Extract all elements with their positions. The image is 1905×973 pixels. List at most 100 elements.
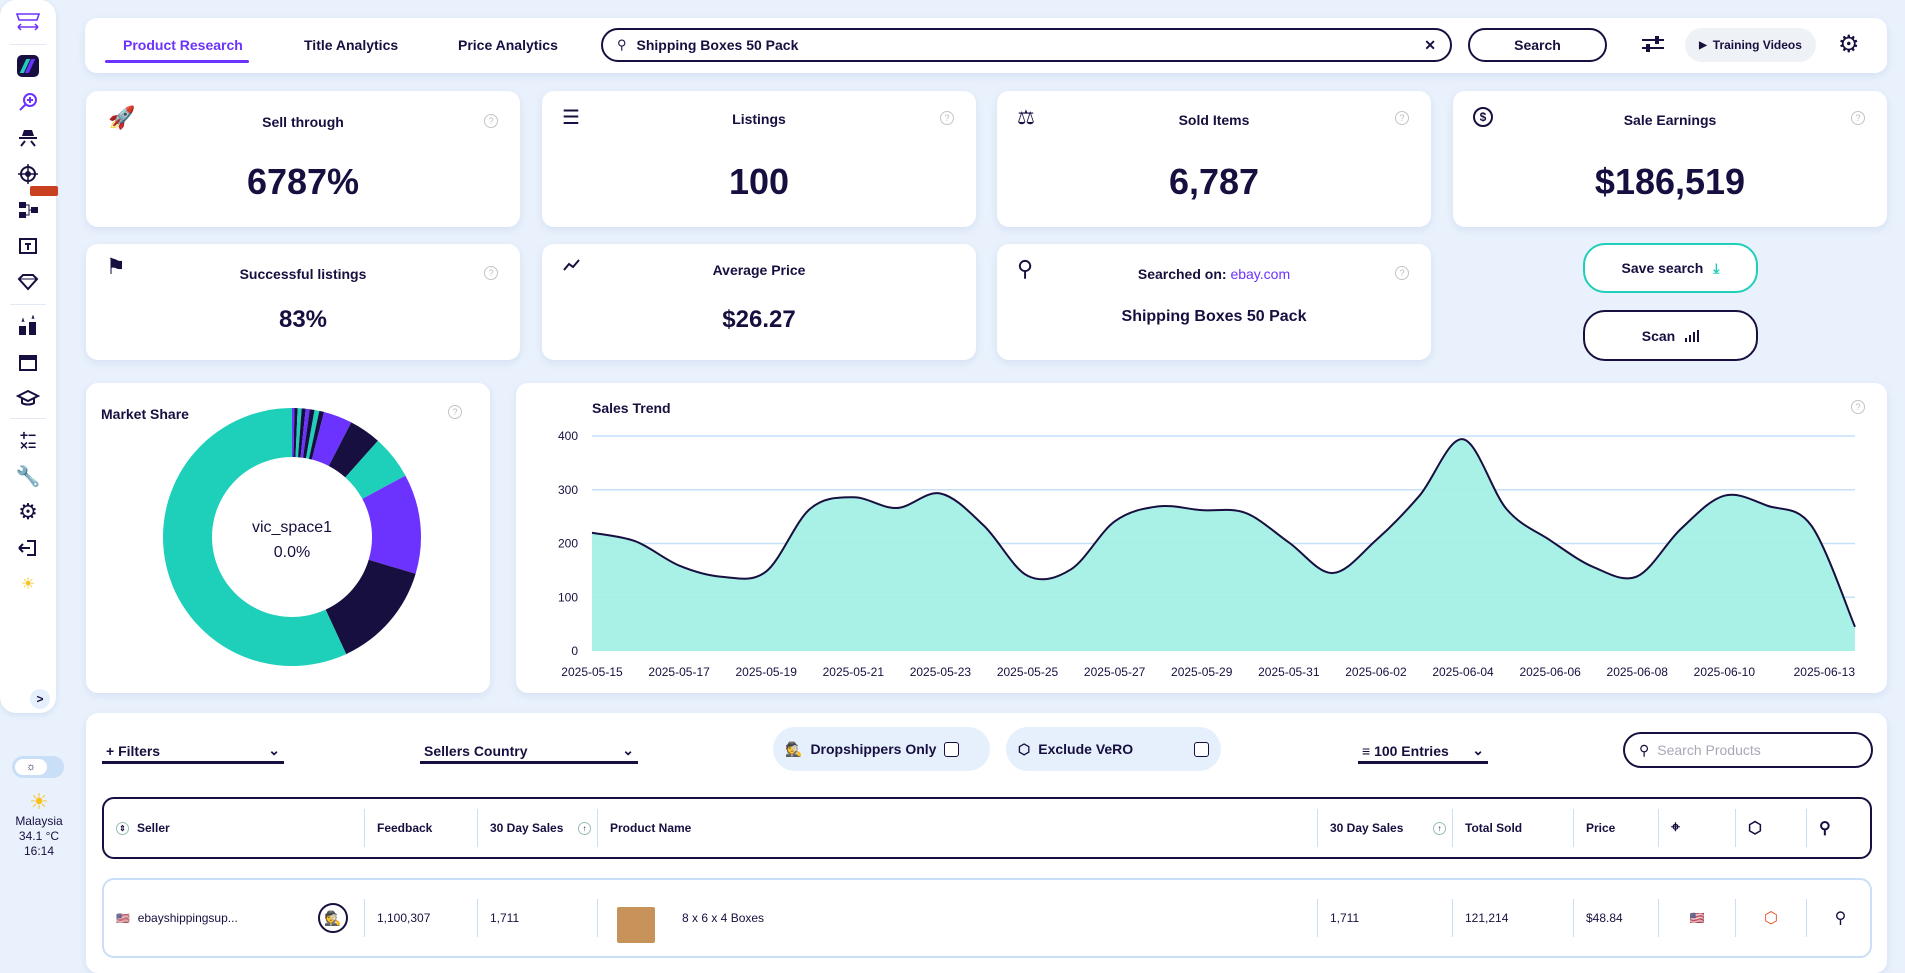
- donut-slice[interactable]: [295, 408, 302, 458]
- data-point[interactable]: [1417, 494, 1421, 498]
- data-point[interactable]: [982, 524, 986, 528]
- data-point[interactable]: [1461, 437, 1465, 441]
- donut-slice[interactable]: [300, 408, 310, 458]
- data-point[interactable]: [1287, 540, 1291, 544]
- help-icon[interactable]: ?: [1395, 111, 1409, 125]
- dropshippers-checkbox[interactable]: [944, 741, 960, 757]
- data-point[interactable]: [808, 507, 812, 511]
- filters-dropdown[interactable]: + Filters ⌄: [102, 740, 284, 764]
- diamond-icon[interactable]: [0, 268, 56, 296]
- col-feedback[interactable]: Feedback: [364, 809, 477, 847]
- help-icon[interactable]: ?: [1851, 400, 1865, 414]
- tools-icon[interactable]: 🔧: [15, 465, 41, 488]
- search-input[interactable]: Shipping Boxes 50 Pack: [636, 37, 799, 53]
- data-point[interactable]: [1113, 519, 1117, 523]
- settings-gear-icon[interactable]: ⚙: [1838, 31, 1860, 58]
- package-icon[interactable]: ⬡: [1735, 899, 1806, 937]
- exclude-vero-toggle[interactable]: ⬡ Exclude VeRO: [1006, 727, 1221, 771]
- table-row[interactable]: 🇺🇸 ebayshippingsup... 🕵 1,100,307 1,711 8 …: [102, 878, 1872, 958]
- save-search-button[interactable]: Save search ⤓: [1583, 243, 1758, 293]
- data-point[interactable]: [1722, 494, 1726, 498]
- data-point[interactable]: [1809, 524, 1813, 528]
- donut-slice[interactable]: [311, 412, 352, 466]
- exclude-vero-checkbox[interactable]: [1194, 741, 1209, 757]
- clear-search-icon[interactable]: ✕: [1424, 36, 1436, 53]
- searched-on-site-link[interactable]: ebay.com: [1230, 266, 1291, 282]
- donut-slice[interactable]: [325, 559, 416, 655]
- sort-icon[interactable]: ⇕: [116, 821, 129, 835]
- donut-slice[interactable]: [328, 422, 378, 478]
- seller-name-link[interactable]: ebayshippingsup...: [137, 911, 238, 925]
- data-point[interactable]: [634, 539, 638, 543]
- col-30-day-sales[interactable]: 30 Day Sales ↑: [477, 809, 597, 847]
- donut-slice[interactable]: [292, 408, 295, 458]
- archive-icon[interactable]: [0, 348, 56, 376]
- donut-slice[interactable]: [345, 440, 406, 499]
- data-point[interactable]: [590, 531, 594, 535]
- academy-icon[interactable]: [0, 384, 56, 412]
- donut-slice[interactable]: [298, 408, 306, 458]
- col-product-name[interactable]: Product Name: [597, 809, 1317, 847]
- product-thumbnail[interactable]: [610, 892, 662, 944]
- data-point[interactable]: [1766, 504, 1770, 508]
- sellers-country-dropdown[interactable]: Sellers Country ⌄: [420, 740, 638, 764]
- sun-theme-icon[interactable]: ☀: [20, 576, 36, 593]
- calculator-icon[interactable]: +− ×=: [19, 427, 37, 453]
- donut-slice[interactable]: [306, 409, 320, 459]
- data-point[interactable]: [1156, 504, 1160, 508]
- settings-icon[interactable]: ⚙: [18, 499, 38, 524]
- category-tree-icon[interactable]: [0, 196, 56, 224]
- zoom-in-icon[interactable]: ⚲: [1806, 899, 1874, 937]
- data-point[interactable]: [1069, 567, 1073, 571]
- data-point[interactable]: [1200, 508, 1204, 512]
- data-point[interactable]: [895, 506, 899, 510]
- search-products-input[interactable]: ⚲ Search Products: [1623, 732, 1873, 768]
- data-point[interactable]: [1548, 538, 1552, 542]
- sort-up-icon[interactable]: ↑: [578, 821, 591, 835]
- logout-icon[interactable]: [0, 534, 56, 562]
- target-icon[interactable]: [0, 160, 56, 188]
- data-point[interactable]: [1243, 511, 1247, 515]
- marketplace-switch-icon[interactable]: [0, 8, 56, 36]
- data-point[interactable]: [1330, 571, 1334, 575]
- donut-slice[interactable]: [293, 408, 298, 458]
- data-point[interactable]: [1635, 574, 1639, 578]
- dashboard-logo-icon[interactable]: [0, 52, 56, 80]
- donut-slice[interactable]: [362, 475, 421, 574]
- tab-price-analytics[interactable]: Price Analytics: [458, 37, 558, 53]
- training-videos-button[interactable]: ▶ Training Videos: [1685, 28, 1816, 62]
- product-research-icon[interactable]: [0, 88, 56, 116]
- col-30-day-sales-2[interactable]: 30 Day Sales ↑: [1317, 809, 1452, 847]
- col-total-sold[interactable]: Total Sold: [1452, 809, 1573, 847]
- donut-slice[interactable]: [308, 410, 325, 460]
- theme-toggle[interactable]: ☼: [12, 756, 64, 778]
- help-icon[interactable]: ?: [940, 111, 954, 125]
- help-icon[interactable]: ?: [448, 405, 462, 419]
- donut-slice[interactable]: [163, 408, 347, 666]
- entries-dropdown[interactable]: ≡ 100 Entries ⌄: [1358, 740, 1488, 764]
- data-point[interactable]: [1853, 625, 1857, 629]
- search-bar[interactable]: ⚲ Shipping Boxes 50 Pack ✕: [601, 28, 1452, 62]
- title-builder-icon[interactable]: [0, 232, 56, 260]
- data-point[interactable]: [1679, 527, 1683, 531]
- data-point[interactable]: [721, 575, 725, 579]
- package-icon[interactable]: ⬡: [1735, 809, 1806, 847]
- sort-up-icon[interactable]: ↑: [1433, 821, 1446, 835]
- tab-title-analytics[interactable]: Title Analytics: [304, 37, 399, 53]
- data-point[interactable]: [851, 495, 855, 499]
- data-point[interactable]: [1505, 507, 1509, 511]
- data-point[interactable]: [677, 564, 681, 568]
- help-icon[interactable]: ?: [484, 266, 498, 280]
- data-point[interactable]: [938, 492, 942, 496]
- help-icon[interactable]: ?: [1395, 266, 1409, 280]
- filter-sliders-icon[interactable]: [1640, 32, 1666, 61]
- help-icon[interactable]: ?: [1851, 111, 1865, 125]
- data-point[interactable]: [1026, 574, 1030, 578]
- data-point[interactable]: [1592, 565, 1596, 569]
- col-price[interactable]: Price: [1573, 809, 1658, 847]
- dropshippers-only-toggle[interactable]: 🕵 Dropshippers Only: [773, 727, 990, 771]
- col-seller[interactable]: ⇕ Seller: [104, 809, 364, 847]
- expand-sidebar-button[interactable]: >: [30, 689, 50, 709]
- location-pin-icon[interactable]: ⌖: [1658, 809, 1735, 847]
- scan-button[interactable]: Scan: [1583, 310, 1758, 361]
